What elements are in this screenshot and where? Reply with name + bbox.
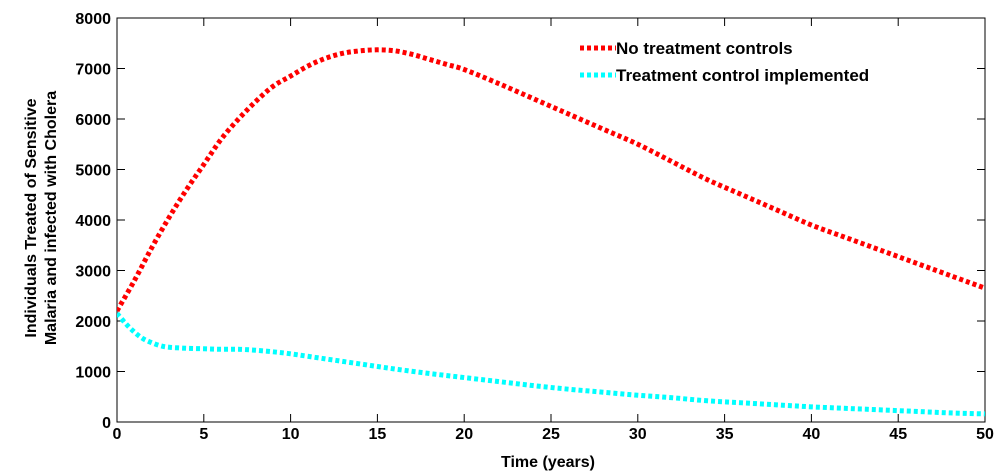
y-tick-label: 5000 bbox=[75, 163, 111, 180]
x-tick-label: 30 bbox=[629, 426, 647, 443]
y-tick-label: 3000 bbox=[75, 264, 111, 281]
x-tick-label: 5 bbox=[199, 426, 208, 443]
x-tick-label: 10 bbox=[282, 426, 300, 443]
y-axis-label: Individuals Treated of Sensitive Malaria… bbox=[23, 91, 60, 345]
series-line-2 bbox=[117, 311, 985, 417]
legend-label-2: Treatment control implemented bbox=[616, 66, 869, 85]
legend-label-1: No treatment controls bbox=[616, 39, 793, 58]
x-tick-label: 25 bbox=[542, 426, 560, 443]
x-axis-ticks: 0 5 10 15 20 25 30 35 40 45 50 bbox=[113, 18, 994, 443]
legend: No treatment controls Treatment control i… bbox=[580, 39, 869, 85]
y-axis-label-line-2: Malaria and infected with Cholera bbox=[43, 91, 60, 345]
y-tick-label: 1000 bbox=[75, 365, 111, 382]
y-tick-label: 7000 bbox=[75, 62, 111, 79]
y-tick-label: 6000 bbox=[75, 112, 111, 129]
series-layer bbox=[117, 47, 985, 417]
y-axis-label-line-1: Individuals Treated of Sensitive bbox=[23, 98, 40, 337]
y-axis-ticks: 0 1000 2000 3000 4000 5000 6000 7000 8000 bbox=[75, 11, 985, 432]
x-tick-label: 40 bbox=[803, 426, 821, 443]
x-tick-label: 45 bbox=[889, 426, 907, 443]
y-tick-label: 0 bbox=[102, 415, 111, 432]
x-axis-label: Time (years) bbox=[501, 454, 595, 471]
y-tick-label: 2000 bbox=[75, 314, 111, 331]
x-tick-label: 15 bbox=[369, 426, 387, 443]
x-tick-label: 50 bbox=[976, 426, 994, 443]
y-tick-label: 4000 bbox=[75, 213, 111, 230]
y-tick-label: 8000 bbox=[75, 11, 111, 28]
x-tick-label: 20 bbox=[455, 426, 473, 443]
x-tick-label: 35 bbox=[716, 426, 734, 443]
series-line-1 bbox=[117, 47, 985, 313]
x-tick-label: 0 bbox=[113, 426, 122, 443]
